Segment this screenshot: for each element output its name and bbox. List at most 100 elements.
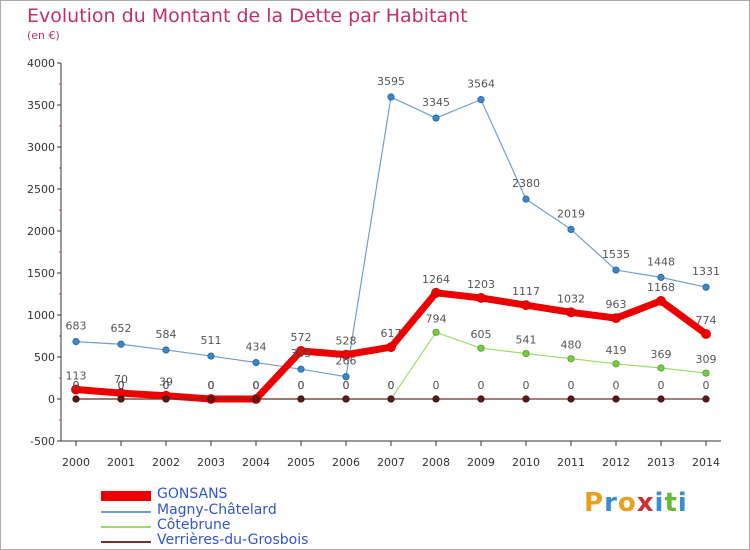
data-label: 0 (298, 379, 305, 392)
data-label: 617 (381, 327, 402, 340)
x-tick-label: 2008 (422, 456, 450, 469)
x-tick-label: 2005 (287, 456, 315, 469)
data-point (522, 395, 530, 403)
data-label: 0 (208, 379, 215, 392)
data-point (702, 369, 710, 377)
data-label: 0 (73, 379, 80, 392)
data-point (117, 395, 125, 403)
data-label: 3595 (377, 75, 405, 88)
data-label: 0 (253, 379, 260, 392)
data-label: 584 (156, 328, 177, 341)
data-label: 2380 (512, 177, 540, 190)
data-point (117, 340, 125, 348)
data-label: 2019 (557, 207, 585, 220)
data-point (566, 307, 576, 318)
data-label: 0 (208, 379, 215, 392)
data-label: 0 (343, 379, 350, 392)
data-label: 0 (118, 379, 125, 392)
data-label: 0 (568, 379, 575, 392)
data-label: 0 (433, 379, 440, 392)
legend-label: GONSANS (157, 486, 228, 502)
logo-letter: t (664, 488, 678, 518)
proxiti-logo: Proxiti (584, 488, 688, 518)
logo-letter: x (636, 488, 655, 518)
x-tick-label: 2000 (62, 456, 90, 469)
data-label: 0 (388, 379, 395, 392)
data-label: 794 (426, 312, 447, 325)
data-point (432, 328, 440, 336)
data-label: 113 (66, 370, 87, 383)
data-label: 0 (613, 379, 620, 392)
data-point (341, 349, 351, 360)
y-tick-label: 4000 (27, 57, 55, 70)
data-label: 1331 (692, 265, 720, 278)
data-point (521, 300, 531, 311)
data-point (387, 93, 395, 101)
data-point (476, 293, 486, 303)
data-point (297, 395, 305, 403)
data-label: 0 (208, 379, 215, 392)
x-tick-label: 2010 (512, 456, 540, 469)
data-label: 0 (523, 379, 530, 392)
chart-title: Evolution du Montant de la Dette par Hab… (27, 5, 468, 27)
legend-label: Verrières-du-Grosbois (157, 532, 309, 548)
data-point (477, 395, 485, 403)
data-point (296, 346, 306, 356)
data-label: 528 (336, 335, 357, 348)
data-label: 3564 (467, 78, 495, 91)
data-point (656, 295, 666, 306)
data-label: 1448 (647, 255, 675, 268)
data-label: 1168 (647, 281, 675, 294)
y-tick-label: 1500 (27, 267, 55, 280)
data-label: 0 (388, 379, 395, 392)
data-label: 309 (696, 353, 717, 366)
data-point (342, 373, 350, 381)
y-tick-label: 1000 (27, 309, 55, 322)
y-tick-label: 2000 (27, 225, 55, 238)
data-point (71, 384, 81, 395)
data-label: 0 (253, 379, 260, 392)
y-tick-label: 0 (48, 393, 55, 406)
data-label: 369 (651, 348, 672, 361)
data-label: 774 (696, 314, 717, 327)
data-label: 0 (658, 379, 665, 392)
data-label: 355 (291, 347, 312, 360)
data-point (342, 395, 350, 403)
logo-letter: r (604, 488, 618, 518)
data-point (522, 195, 530, 203)
legend-label: Magny-Châtelard (157, 502, 277, 518)
data-label: 1032 (557, 292, 585, 305)
data-point (567, 395, 575, 403)
data-label: 683 (66, 320, 87, 333)
logo-letter: o (617, 488, 637, 518)
data-point (432, 395, 440, 403)
y-tick-label: 3000 (27, 141, 55, 154)
data-point (207, 352, 215, 360)
data-label: 652 (111, 322, 132, 335)
data-point (252, 395, 260, 403)
x-tick-label: 2004 (242, 456, 270, 469)
x-tick-label: 2006 (332, 456, 360, 469)
data-label: 39 (159, 376, 173, 389)
data-point (431, 287, 441, 298)
data-point (701, 329, 711, 339)
data-point (702, 283, 710, 291)
data-label: 0 (73, 379, 80, 392)
data-label: 434 (246, 341, 267, 354)
legend-swatch (101, 526, 151, 528)
data-point (386, 342, 396, 353)
data-label: 0 (478, 379, 485, 392)
data-label: 605 (471, 328, 492, 341)
data-point (72, 395, 80, 403)
legend-swatch (101, 511, 151, 513)
data-label: 0 (163, 379, 170, 392)
data-label: 419 (606, 344, 627, 357)
data-label: 3345 (422, 96, 450, 109)
data-point (72, 338, 80, 346)
data-point (612, 360, 620, 368)
legend-swatch (101, 541, 151, 543)
data-point (612, 266, 620, 274)
y-tick-label: 3500 (27, 99, 55, 112)
